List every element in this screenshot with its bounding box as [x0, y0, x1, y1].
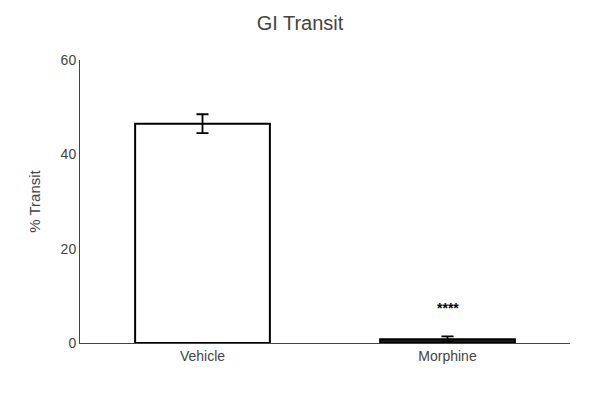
svg-text:60: 60 — [61, 52, 77, 68]
svg-text:40: 40 — [61, 146, 77, 162]
svg-text:Morphine: Morphine — [418, 348, 477, 364]
svg-text:GI Transit: GI Transit — [257, 12, 344, 34]
svg-text:Vehicle: Vehicle — [180, 348, 225, 364]
svg-text:0: 0 — [68, 335, 76, 351]
svg-text:% Transit: % Transit — [26, 169, 43, 232]
svg-text:****: **** — [437, 300, 459, 316]
svg-text:20: 20 — [61, 241, 77, 257]
